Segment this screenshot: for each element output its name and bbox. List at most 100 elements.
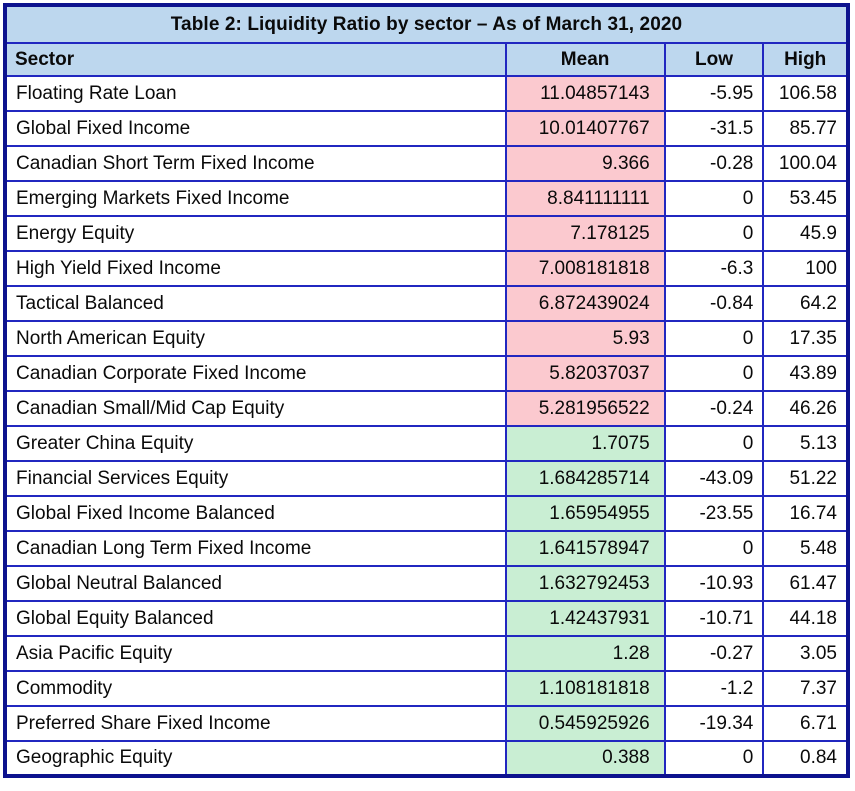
mean-cell: 10.01407767 — [504, 110, 666, 147]
low-cell: -6.3 — [663, 250, 765, 287]
table-row: Canadian Short Term Fixed Income 9.366 -0.… — [4, 145, 849, 182]
low-cell: -0.27 — [663, 635, 765, 672]
high-cell: 3.05 — [762, 635, 849, 672]
sector-cell: Commodity — [4, 670, 507, 707]
low-cell: 0 — [663, 530, 765, 567]
high-cell: 64.2 — [762, 285, 849, 322]
mean-cell: 1.641578947 — [504, 530, 666, 567]
low-cell: 0 — [663, 740, 765, 777]
sector-cell: Greater China Equity — [4, 425, 507, 462]
mean-cell: 1.42437931 — [504, 600, 666, 637]
mean-cell: 1.7075 — [504, 425, 666, 462]
table-row: Preferred Share Fixed Income 0.545925926-… — [4, 705, 849, 742]
table-title: Table 2: Liquidity Ratio by sector – As … — [4, 4, 849, 44]
high-cell: 100.04 — [762, 145, 849, 182]
table-row: Greater China Equity 1.7075 0 5.13 — [4, 425, 849, 462]
mean-cell: 0.545925926 — [504, 705, 666, 742]
low-cell: 0 — [663, 425, 765, 462]
high-cell: 53.45 — [762, 180, 849, 217]
table-row: Asia Pacific Equity 1.28 -0.27 3.05 — [4, 635, 849, 672]
low-cell: -10.71 — [663, 600, 765, 637]
low-cell: -10.93 — [663, 565, 765, 602]
column-header-mean: Mean — [504, 42, 666, 77]
table-row: Emerging Markets Fixed Income 8.841111111… — [4, 180, 849, 217]
sector-cell: Tactical Balanced — [4, 285, 507, 322]
table-row: North American Equity 5.93 0 17.35 — [4, 320, 849, 357]
low-cell: 0 — [663, 215, 765, 252]
high-cell: 44.18 — [762, 600, 849, 637]
low-cell: -31.5 — [663, 110, 765, 147]
high-cell: 7.37 — [762, 670, 849, 707]
high-cell: 5.13 — [762, 425, 849, 462]
table-row: Canadian Small/Mid Cap Equity 5.281956522… — [4, 390, 849, 427]
column-header-sector: Sector — [4, 42, 507, 77]
table-row: Global Neutral Balanced 1.632792453 -10.93… — [4, 565, 849, 602]
sector-cell: Canadian Short Term Fixed Income — [4, 145, 507, 182]
table-row: Financial Services Equity 1.684285714 -43.… — [4, 460, 849, 497]
sector-cell: Canadian Long Term Fixed Income — [4, 530, 507, 567]
sector-cell: Preferred Share Fixed Income — [4, 705, 507, 742]
mean-cell: 1.684285714 — [504, 460, 666, 497]
high-cell: 0.84 — [762, 740, 849, 777]
high-cell: 106.58 — [762, 75, 849, 112]
table-row: High Yield Fixed Income 7.008181818 -6.3 10… — [4, 250, 849, 287]
table-row: Global Fixed Income 10.01407767 -31.5 85.77 — [4, 110, 849, 147]
low-cell: -43.09 — [663, 460, 765, 497]
table-row: Energy Equity 7.178125 0 45.9 — [4, 215, 849, 252]
mean-cell: 9.366 — [504, 145, 666, 182]
sector-cell: Canadian Corporate Fixed Income — [4, 355, 507, 392]
mean-cell: 0.388 — [504, 740, 666, 777]
mean-cell: 7.178125 — [504, 215, 666, 252]
low-cell: 0 — [663, 320, 765, 357]
sector-cell: Asia Pacific Equity — [4, 635, 507, 672]
mean-cell: 1.65954955 — [504, 495, 666, 532]
low-cell: -19.34 — [663, 705, 765, 742]
low-cell: -0.84 — [663, 285, 765, 322]
low-cell: 0 — [663, 180, 765, 217]
sector-cell: Canadian Small/Mid Cap Equity — [4, 390, 507, 427]
table-row: Tactical Balanced 6.872439024 -0.84 64.2 — [4, 285, 849, 322]
sector-cell: Floating Rate Loan — [4, 75, 507, 112]
mean-cell: 1.28 — [504, 635, 666, 672]
mean-cell: 5.82037037 — [504, 355, 666, 392]
mean-cell: 7.008181818 — [504, 250, 666, 287]
sector-cell: Global Neutral Balanced — [4, 565, 507, 602]
sector-cell: Global Fixed Income — [4, 110, 507, 147]
sector-cell: High Yield Fixed Income — [4, 250, 507, 287]
high-cell: 85.77 — [762, 110, 849, 147]
high-cell: 61.47 — [762, 565, 849, 602]
high-cell: 5.48 — [762, 530, 849, 567]
high-cell: 46.26 — [762, 390, 849, 427]
sector-cell: Emerging Markets Fixed Income — [4, 180, 507, 217]
table-row: Global Equity Balanced 1.42437931 -10.71 44… — [4, 600, 849, 637]
low-cell: -23.55 — [663, 495, 765, 532]
low-cell: -0.28 — [663, 145, 765, 182]
table-row: Canadian Long Term Fixed Income 1.6415789… — [4, 530, 849, 567]
table-row: Global Fixed Income Balanced 1.65954955 -2… — [4, 495, 849, 532]
high-cell: 43.89 — [762, 355, 849, 392]
table-body: Floating Rate Loan 11.04857143 -5.95 106.58… — [4, 75, 849, 777]
low-cell: 0 — [663, 355, 765, 392]
mean-cell: 5.281956522 — [504, 390, 666, 427]
liquidity-ratio-table: Table 2: Liquidity Ratio by sector – As … — [3, 3, 850, 778]
mean-cell: 6.872439024 — [504, 285, 666, 322]
sector-cell: North American Equity — [4, 320, 507, 357]
high-cell: 51.22 — [762, 460, 849, 497]
low-cell: -0.24 — [663, 390, 765, 427]
column-header-high: High — [762, 42, 849, 77]
column-header-row: Sector Mean Low High — [4, 42, 849, 77]
high-cell: 16.74 — [762, 495, 849, 532]
mean-cell: 5.93 — [504, 320, 666, 357]
mean-cell: 11.04857143 — [504, 75, 666, 112]
high-cell: 100 — [762, 250, 849, 287]
sector-cell: Energy Equity — [4, 215, 507, 252]
table-row: Floating Rate Loan 11.04857143 -5.95 106.58 — [4, 75, 849, 112]
sector-cell: Financial Services Equity — [4, 460, 507, 497]
title-row: Table 2: Liquidity Ratio by sector – As … — [4, 4, 849, 44]
table-row: Commodity 1.108181818 -1.2 7.37 — [4, 670, 849, 707]
sector-cell: Global Fixed Income Balanced — [4, 495, 507, 532]
high-cell: 45.9 — [762, 215, 849, 252]
column-header-low: Low — [663, 42, 765, 77]
mean-cell: 1.108181818 — [504, 670, 666, 707]
